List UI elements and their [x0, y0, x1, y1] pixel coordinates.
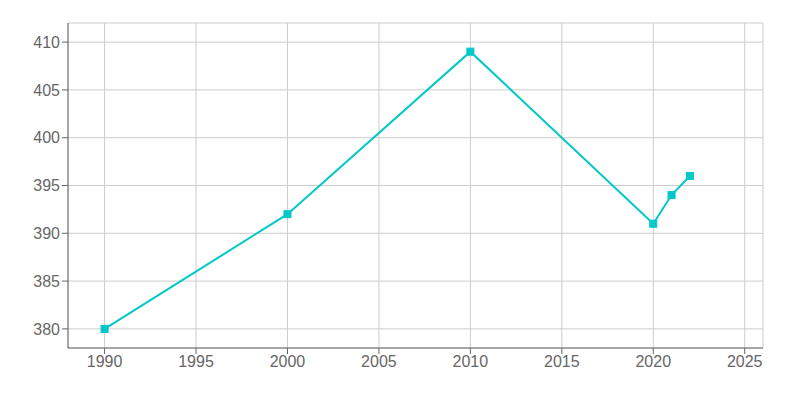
svg-text:2020: 2020 [635, 353, 671, 370]
svg-text:2015: 2015 [544, 353, 580, 370]
svg-text:385: 385 [33, 273, 60, 290]
svg-text:380: 380 [33, 321, 60, 338]
svg-text:410: 410 [33, 34, 60, 51]
svg-text:1990: 1990 [87, 353, 123, 370]
svg-text:390: 390 [33, 225, 60, 242]
svg-text:2000: 2000 [270, 353, 306, 370]
svg-text:2025: 2025 [727, 353, 763, 370]
svg-text:2010: 2010 [453, 353, 489, 370]
svg-text:395: 395 [33, 177, 60, 194]
svg-text:1995: 1995 [178, 353, 214, 370]
svg-text:2005: 2005 [361, 353, 397, 370]
svg-text:405: 405 [33, 82, 60, 99]
svg-text:400: 400 [33, 129, 60, 146]
